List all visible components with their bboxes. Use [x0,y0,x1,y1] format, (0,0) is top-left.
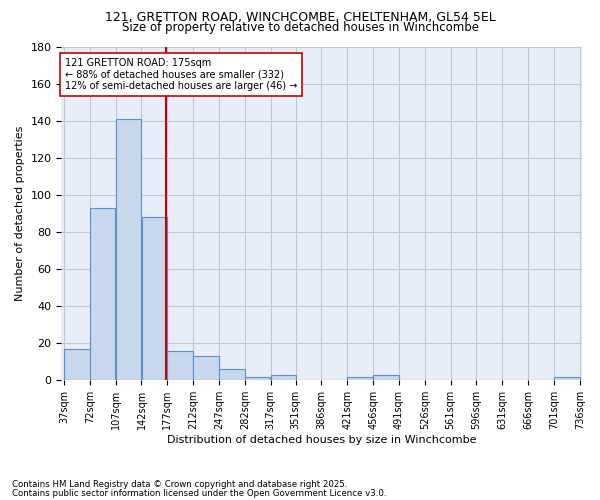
Bar [373,375,399,380]
Text: Contains public sector information licensed under the Open Government Licence v3: Contains public sector information licen… [12,489,386,498]
Bar [116,119,141,380]
Bar [167,350,193,380]
Y-axis label: Number of detached properties: Number of detached properties [15,126,25,301]
X-axis label: Distribution of detached houses by size in Winchcombe: Distribution of detached houses by size … [167,435,476,445]
Bar [90,208,115,380]
Text: Contains HM Land Registry data © Crown copyright and database right 2025.: Contains HM Land Registry data © Crown c… [12,480,347,489]
Text: 121 GRETTON ROAD: 175sqm
← 88% of detached houses are smaller (332)
12% of semi-: 121 GRETTON ROAD: 175sqm ← 88% of detach… [65,58,297,91]
Text: Size of property relative to detached houses in Winchcombe: Size of property relative to detached ho… [121,22,479,35]
Bar [193,356,219,380]
Bar [142,217,167,380]
Bar [245,376,271,380]
Bar [347,376,373,380]
Bar [64,349,89,380]
Text: 121, GRETTON ROAD, WINCHCOMBE, CHELTENHAM, GL54 5EL: 121, GRETTON ROAD, WINCHCOMBE, CHELTENHA… [104,11,496,24]
Bar [554,376,580,380]
Bar [271,375,296,380]
Bar [219,369,245,380]
